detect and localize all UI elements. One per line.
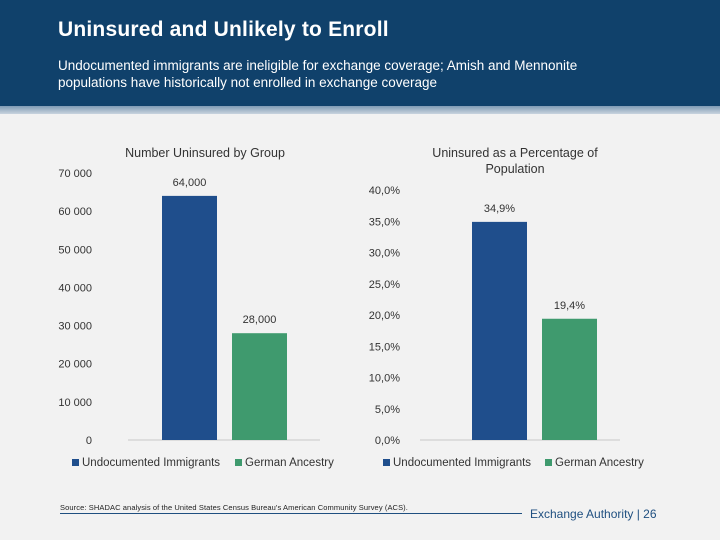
- y-tick-label: 40 000: [58, 282, 92, 294]
- slide-title: Uninsured and Unlikely to Enroll: [58, 18, 389, 41]
- data-label: 28,000: [243, 314, 277, 326]
- slide-header: [0, 0, 720, 106]
- slide-subtitle: Undocumented immigrants are ineligible f…: [58, 58, 578, 90]
- footer-divider: [60, 513, 522, 514]
- y-tick-label: 20,0%: [369, 310, 400, 322]
- slide-content: [0, 114, 720, 540]
- bar: [162, 195, 217, 440]
- y-tick-label: 70 000: [58, 168, 92, 180]
- legend-swatch: [72, 459, 79, 466]
- legend-swatch: [383, 459, 390, 466]
- legend-entry: German Ancestry: [245, 457, 334, 469]
- y-tick-label: 20 000: [58, 359, 92, 371]
- bar: [232, 333, 287, 440]
- y-tick-label: 0,0%: [375, 435, 400, 447]
- y-tick-label: 30 000: [58, 321, 92, 333]
- y-tick-label: 50 000: [58, 244, 92, 256]
- y-tick-label: 15,0%: [369, 341, 400, 353]
- chart-title-1: Number Uninsured by Group: [125, 146, 285, 160]
- y-tick-label: 40,0%: [369, 185, 400, 197]
- y-tick-label: 5,0%: [375, 404, 400, 416]
- legend-swatch: [545, 459, 552, 466]
- header-accent-bar: [0, 106, 720, 114]
- bar: [542, 318, 597, 440]
- bar: [472, 221, 527, 440]
- source-note: Source: SHADAC analysis of the United St…: [60, 503, 408, 512]
- legend-entry: German Ancestry: [555, 457, 644, 469]
- legend-swatch: [235, 459, 242, 466]
- y-tick-label: 30,0%: [369, 248, 400, 260]
- y-tick-label: 10 000: [58, 397, 92, 409]
- data-label: 34,9%: [484, 203, 515, 215]
- data-label: 19,4%: [554, 300, 585, 312]
- y-tick-label: 0: [86, 435, 92, 447]
- chart-title-2: Uninsured as a Percentage of Population: [432, 146, 598, 176]
- footer-page-label: Exchange Authority | 26: [530, 507, 657, 521]
- y-tick-label: 10,0%: [369, 373, 400, 385]
- y-tick-label: 35,0%: [369, 216, 400, 228]
- data-label: 64,000: [173, 177, 207, 189]
- legend-entry: Undocumented Immigrants: [393, 457, 531, 469]
- y-tick-label: 60 000: [58, 206, 92, 218]
- legend-entry: Undocumented Immigrants: [82, 457, 220, 469]
- y-tick-label: 25,0%: [369, 279, 400, 291]
